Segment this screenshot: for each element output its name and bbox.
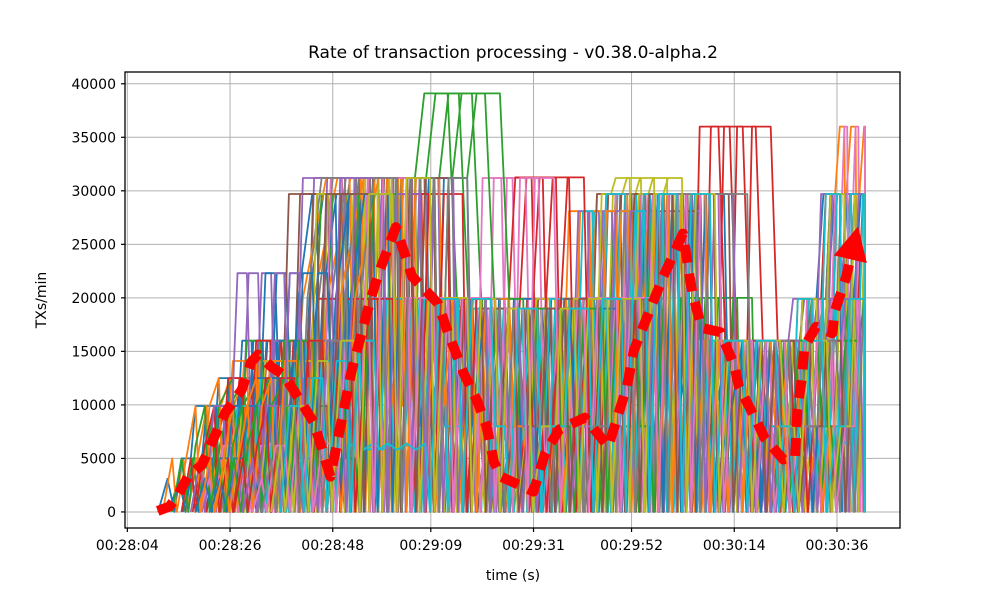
x-tick-label: 00:29:31 — [502, 538, 565, 554]
x-tick-label: 00:28:26 — [199, 538, 262, 554]
y-tick-label: 20000 — [71, 291, 116, 307]
series-line — [270, 177, 866, 513]
y-axis-label: TXs/min — [34, 272, 50, 330]
y-tick-label: 15000 — [71, 344, 116, 360]
chart-title: Rate of transaction processing - v0.38.0… — [308, 43, 718, 63]
y-tick-label: 30000 — [71, 184, 116, 200]
x-tick-label: 00:28:04 — [96, 538, 159, 554]
trend-line-group — [155, 222, 867, 516]
y-tick-label: 0 — [107, 505, 116, 521]
x-tick-label: 00:30:36 — [806, 538, 869, 554]
y-tick-label: 10000 — [71, 398, 116, 414]
trend-line — [155, 222, 867, 516]
x-tick-label: 00:29:09 — [399, 538, 462, 554]
x-tick-label: 00:30:14 — [703, 538, 766, 554]
x-axis-label: time (s) — [486, 568, 540, 584]
x-tick-label: 00:28:48 — [301, 538, 364, 554]
y-tick-label: 40000 — [71, 77, 116, 93]
x-tick-label: 00:29:52 — [600, 538, 663, 554]
plot-border — [124, 71, 901, 529]
y-tick-label: 5000 — [80, 451, 116, 467]
series-lines — [157, 92, 866, 513]
axis-ticks: 00:28:04 00:28:26 00:28:48 00:29:09 00:29:31… — [71, 77, 868, 554]
y-tick-label: 35000 — [71, 130, 116, 146]
y-tick-label: 25000 — [71, 237, 116, 253]
